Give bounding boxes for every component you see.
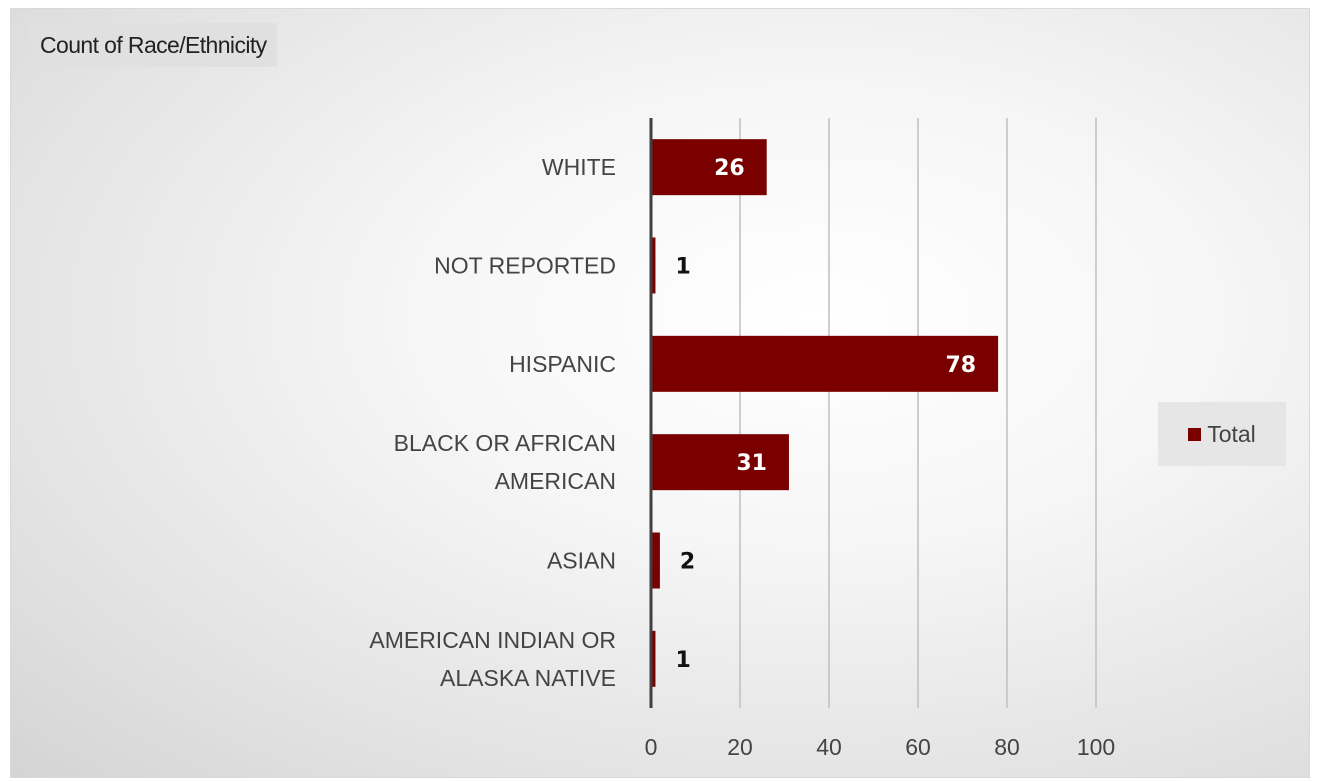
bar-0 (651, 139, 767, 196)
data-label-5: 1 (675, 648, 690, 673)
data-label-3: 31 (736, 451, 767, 476)
chart-area (10, 8, 1310, 778)
legend-label-total: Total (1207, 420, 1256, 447)
pivot-field-button[interactable]: Count of Race/Ethnicity (30, 23, 277, 67)
bar-2 (651, 335, 999, 392)
category-label-2: HISPANIC (509, 351, 616, 377)
data-label-1: 1 (675, 255, 690, 280)
category-label-1: NOT REPORTED (434, 253, 616, 279)
x-tick-label-60: 60 (905, 734, 931, 760)
data-label-2: 78 (945, 353, 976, 378)
category-label-4: ASIAN (547, 548, 616, 574)
legend: Total (1158, 402, 1286, 466)
category-label-3-line-1: AMERICAN (495, 468, 616, 494)
category-labels: WHITE NOT REPORTED HISPANIC BLACK OR AFRICA… (369, 154, 616, 691)
category-label-3-line-0: BLACK OR AFRICAN (394, 430, 616, 456)
bar-5 (651, 630, 656, 687)
bar-4 (651, 532, 660, 589)
x-tick-label-20: 20 (727, 734, 753, 760)
x-tick-label-80: 80 (994, 734, 1020, 760)
gridlines (739, 118, 1097, 708)
x-tick-label-40: 40 (816, 734, 842, 760)
bar-1 (651, 237, 656, 294)
data-label-0: 26 (714, 156, 745, 181)
bars (651, 139, 999, 687)
category-label-5-line-1: ALASKA NATIVE (440, 665, 616, 691)
legend-swatch-total (1188, 427, 1202, 441)
category-label-0: WHITE (542, 154, 616, 180)
data-label-4: 2 (680, 550, 695, 575)
category-label-5-line-0: AMERICAN INDIAN OR (369, 627, 616, 653)
x-tick-labels: 0 20 40 60 80 100 (645, 734, 1116, 760)
data-labels: 26 1 78 31 2 1 (675, 156, 976, 673)
x-tick-label-100: 100 (1077, 734, 1115, 760)
x-tick-label-0: 0 (645, 734, 658, 760)
bar-3 (651, 434, 789, 491)
